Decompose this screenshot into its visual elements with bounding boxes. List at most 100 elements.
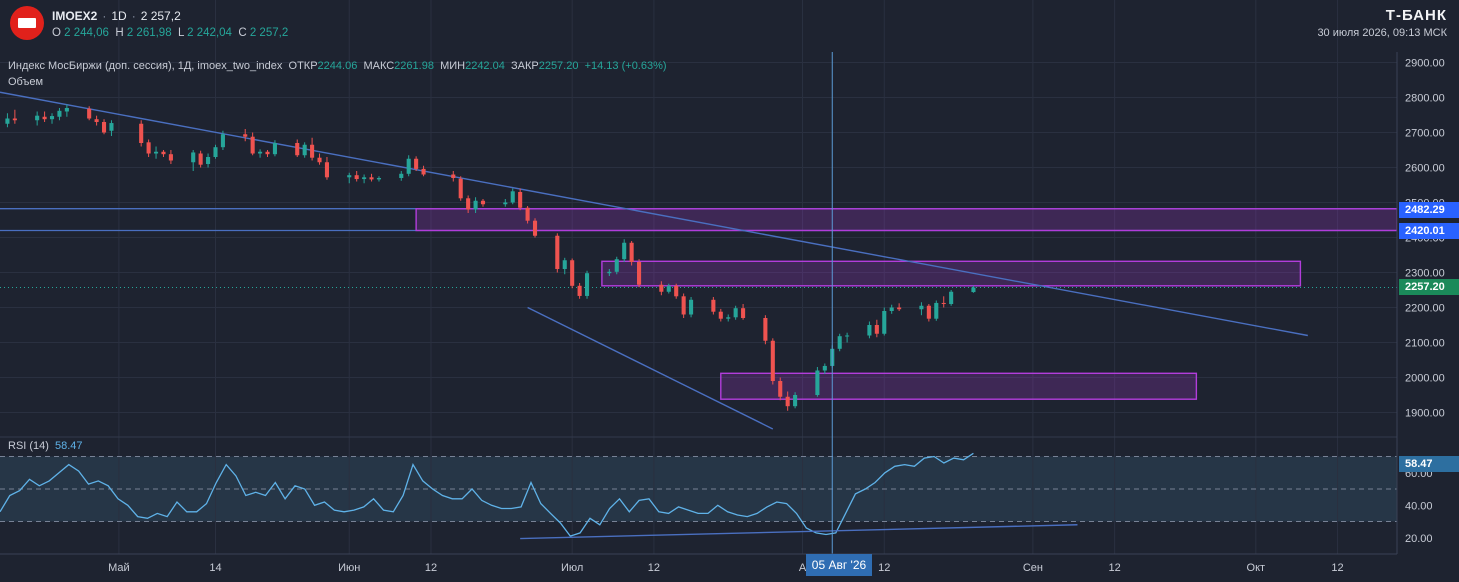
- legend-change: +14.13 (+0.63%): [584, 60, 667, 72]
- series-legend[interactable]: Индекс МосБиржи (доп. сессия), 1Д, imoex…: [8, 60, 667, 72]
- ohlc-c-value: 2 257,2: [249, 27, 289, 39]
- candle-body: [317, 157, 322, 163]
- candle-body: [659, 284, 664, 292]
- candle-body: [295, 143, 300, 156]
- candle-body: [689, 299, 694, 315]
- rsi-trendline: [520, 524, 1078, 540]
- candle-body: [139, 123, 144, 143]
- legend-high: 2261.98: [394, 60, 434, 72]
- candle-body: [154, 151, 159, 154]
- level-label-upper: 2482.29: [1399, 202, 1459, 218]
- candle-body: [949, 291, 954, 304]
- candle-body: [466, 198, 471, 210]
- candle-body: [577, 285, 582, 296]
- candle-body: [919, 305, 924, 310]
- price-tick-label: 2100.00: [1405, 338, 1445, 350]
- brand-name: Т-БАНК: [1385, 7, 1447, 24]
- time-tick-label: 12: [648, 562, 660, 574]
- candle-body: [763, 318, 768, 341]
- candle-body: [57, 110, 62, 117]
- time-tick-label: А: [799, 562, 807, 574]
- candle-body: [458, 178, 463, 199]
- candle-body: [674, 285, 679, 297]
- last-price: 2 257,2: [140, 9, 181, 23]
- candle-body: [926, 305, 931, 319]
- candle-body: [42, 116, 47, 120]
- price-tick-label: 2900.00: [1405, 58, 1445, 70]
- price-tick-label: 2000.00: [1405, 373, 1445, 385]
- candle-body: [310, 144, 315, 158]
- candle-body: [525, 207, 530, 221]
- ohlc-header: O 2 244,06 H 2 261,98 L 2 242,04 C 2 257…: [52, 27, 288, 39]
- candle-body: [570, 260, 575, 286]
- ohlc-c-label: C: [238, 27, 247, 39]
- time-tick-label: Июн: [338, 562, 360, 574]
- candle-body: [785, 396, 790, 407]
- candle-body: [35, 115, 40, 121]
- zone-rectangle: [601, 260, 1302, 287]
- ohlc-l-label: L: [177, 27, 184, 39]
- candle-body: [451, 174, 456, 178]
- time-axis-background: [0, 554, 1459, 582]
- time-tick-label: 14: [209, 562, 221, 574]
- candle-body: [168, 154, 173, 161]
- candle-body: [376, 178, 382, 180]
- candle-body: [146, 142, 151, 154]
- candle-body: [867, 325, 872, 336]
- candle-body: [510, 191, 515, 203]
- candle-body: [101, 122, 107, 133]
- candle-body: [250, 136, 255, 154]
- time-tick-label: Окт: [1247, 562, 1266, 574]
- candle-body: [882, 311, 887, 334]
- candle-body: [629, 242, 634, 262]
- legend-close: 2257.20: [538, 60, 579, 72]
- zone-rectangle: [720, 372, 1198, 400]
- candle-body: [555, 235, 560, 269]
- volume-legend[interactable]: Объем: [8, 76, 44, 88]
- symbol-name[interactable]: IMOEX2: [52, 9, 98, 23]
- legend-high-label: МАКС: [363, 60, 395, 72]
- rsi-value-label: 58.47: [1399, 456, 1459, 472]
- rsi-tick-label: 20.00: [1405, 533, 1433, 545]
- candle-body: [272, 143, 277, 155]
- price-tick-label: 1900.00: [1405, 408, 1445, 420]
- time-tick-label: Сен: [1023, 562, 1043, 574]
- candle-body: [637, 262, 642, 285]
- candle-body: [666, 285, 671, 292]
- candle-body: [302, 144, 307, 156]
- candle-body: [718, 311, 723, 319]
- zone-rectangle: [415, 208, 1398, 232]
- candle-body: [362, 177, 367, 180]
- candle-body: [206, 157, 211, 164]
- candle-body: [532, 220, 538, 236]
- candle-body: [622, 242, 627, 260]
- candle-body: [518, 192, 523, 208]
- candle-body: [354, 175, 359, 180]
- candle-body: [258, 151, 263, 154]
- time-tick-label: 12: [1331, 562, 1343, 574]
- level-label-lower: 2420.01: [1399, 223, 1459, 239]
- rsi-legend[interactable]: RSI (14) 58.47: [8, 440, 83, 452]
- separator-dot: ·: [131, 9, 136, 23]
- timeframe[interactable]: 1D: [111, 9, 127, 23]
- time-tick-label: Июл: [561, 562, 583, 574]
- candle-body: [503, 202, 508, 205]
- ohlc-h-value: 2 261,98: [126, 27, 172, 39]
- candle-body: [770, 340, 775, 381]
- rsi-value: 58.47: [54, 440, 83, 452]
- legend-open: 2244.06: [317, 60, 358, 72]
- symbol-header[interactable]: IMOEX2 · 1D · 2 257,2: [52, 9, 181, 23]
- candle-body: [607, 271, 612, 274]
- ohlc-o-label: O: [52, 27, 61, 39]
- price-tick-label: 2200.00: [1405, 303, 1445, 315]
- candle-body: [421, 168, 426, 175]
- candle-body: [837, 336, 842, 349]
- candle-body: [414, 158, 419, 169]
- candle-body: [793, 395, 798, 407]
- trendline: [527, 306, 774, 430]
- rsi-label: RSI (14): [8, 440, 49, 452]
- candle-body: [5, 118, 10, 124]
- candle-body: [971, 287, 976, 293]
